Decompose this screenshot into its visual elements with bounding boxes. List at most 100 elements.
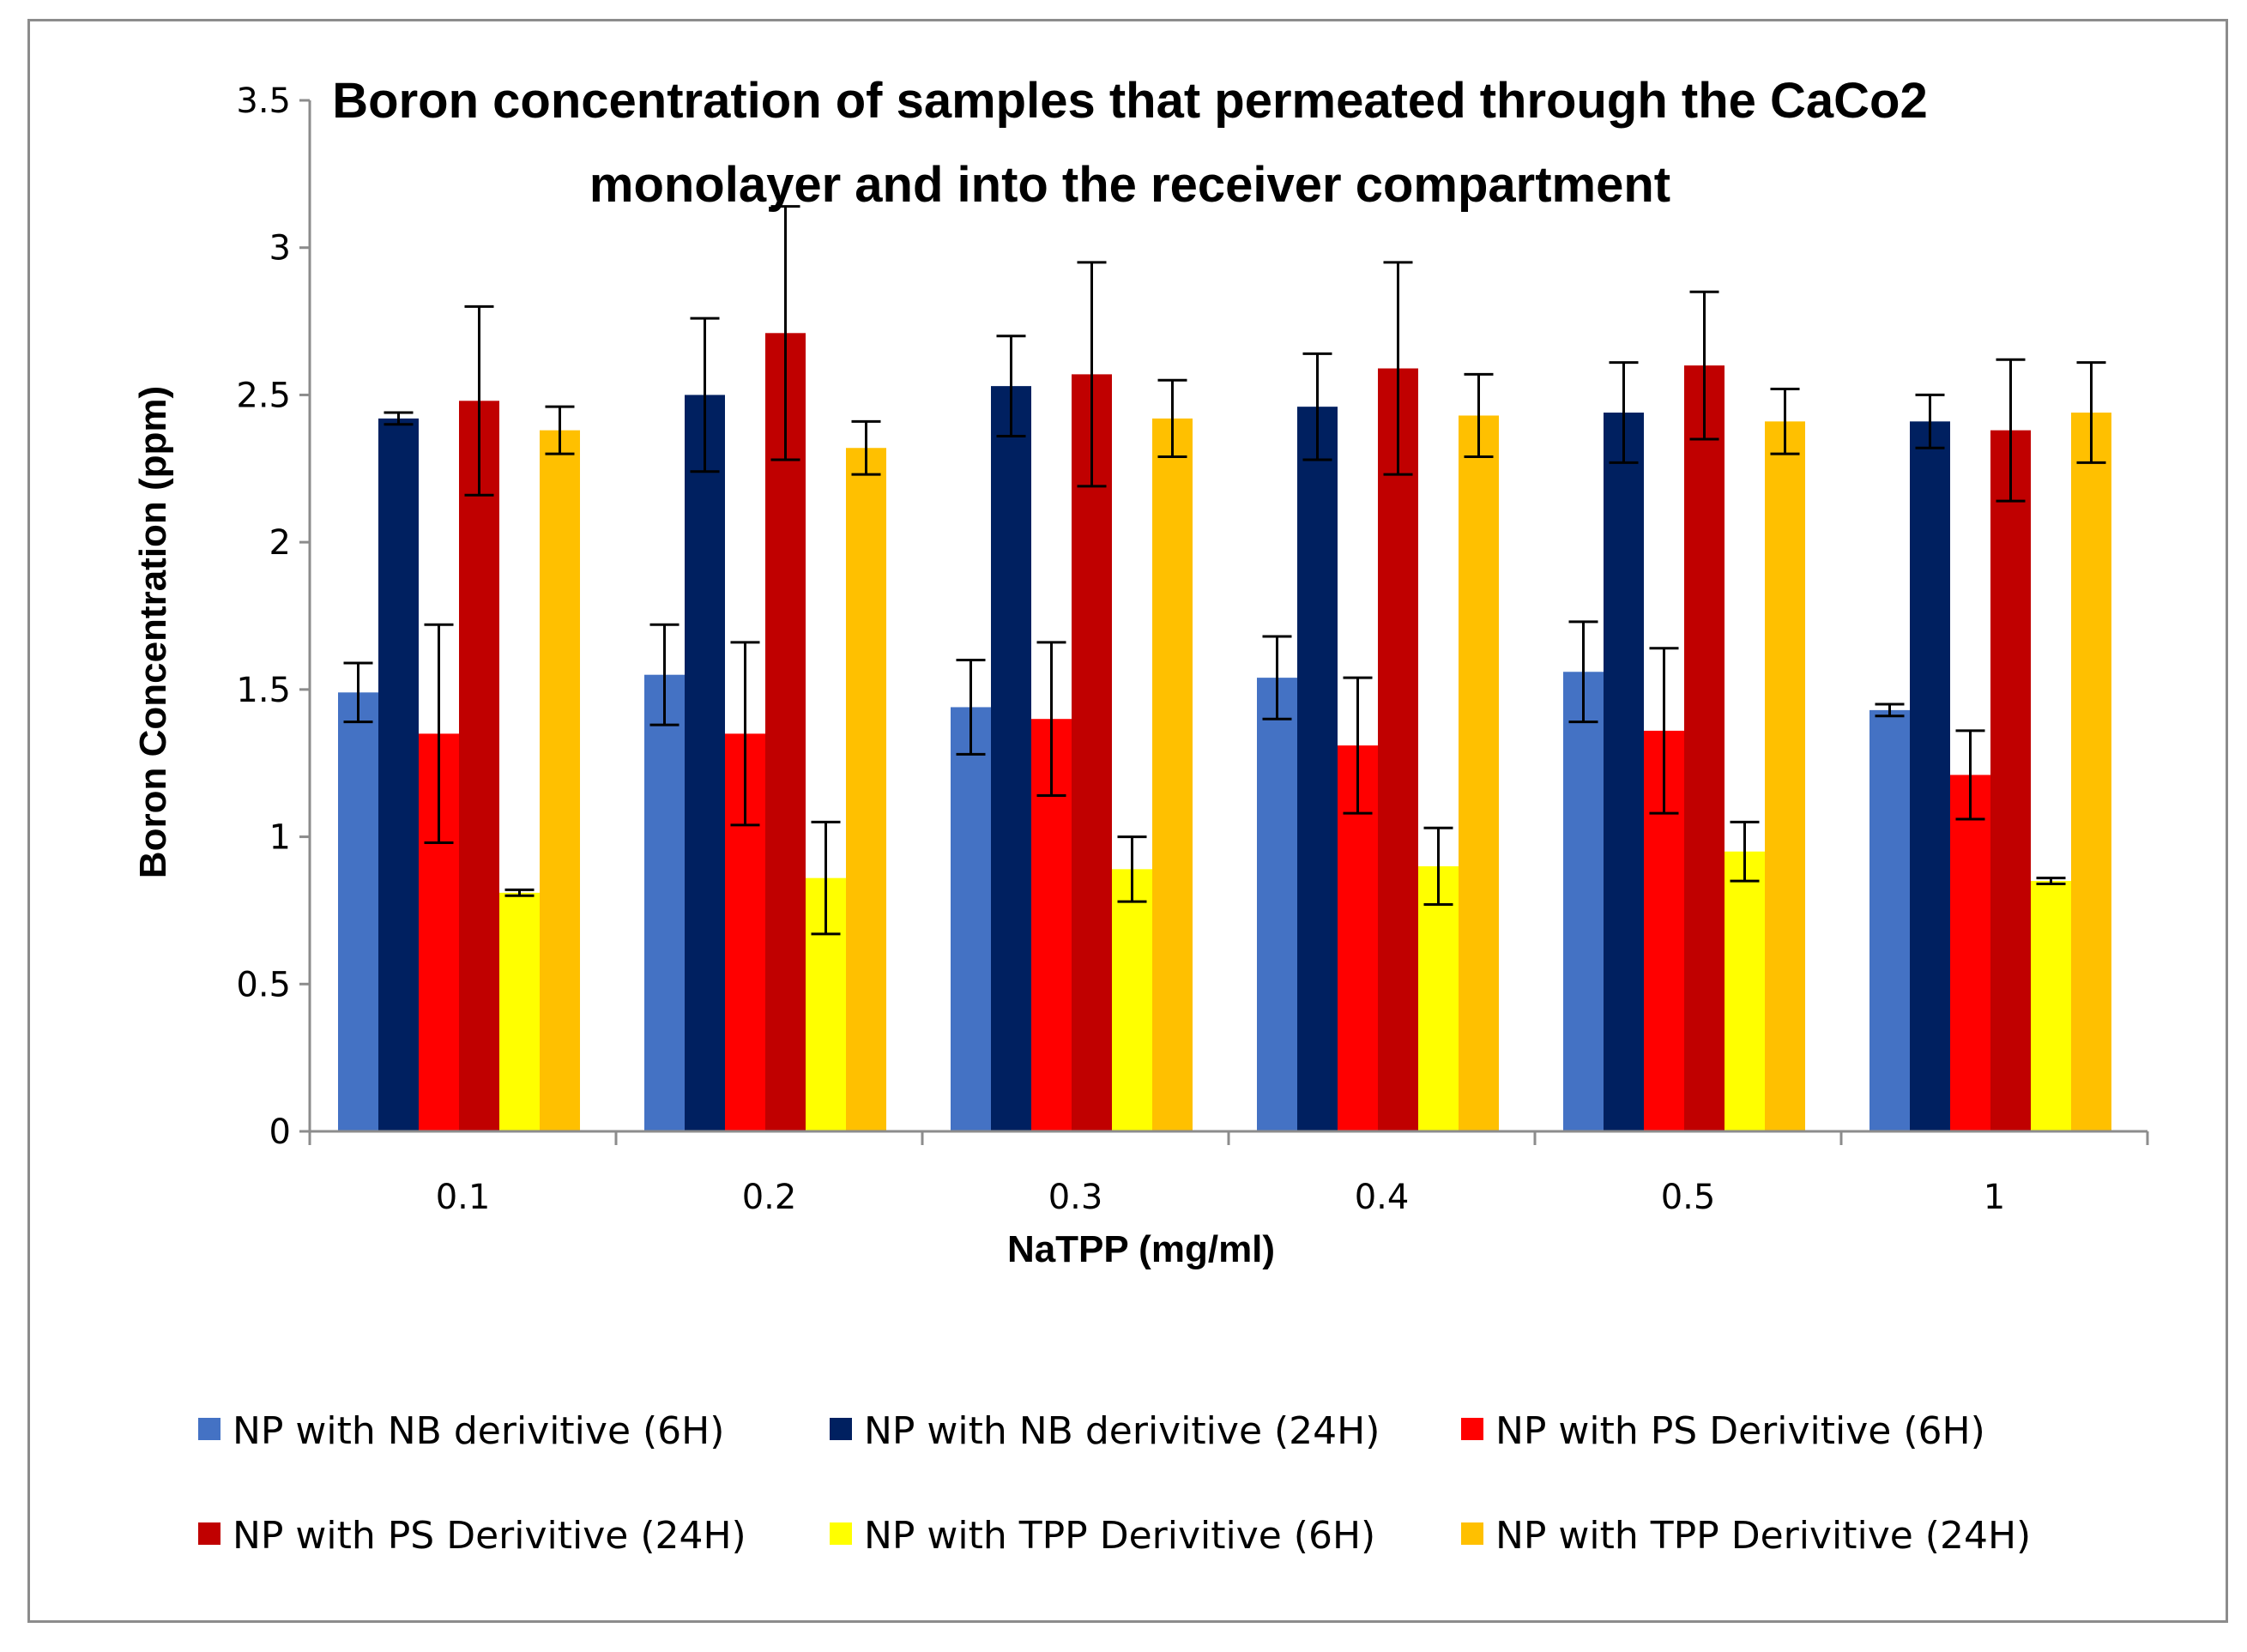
error-bar: [504, 888, 535, 897]
error-bar: [1689, 290, 1719, 441]
legend-swatch: [198, 1418, 220, 1440]
x-tick-label: 0.1: [436, 1178, 491, 1217]
error-bar: [1423, 826, 1453, 907]
bar: [1604, 413, 1644, 1131]
error-bar: [996, 335, 1026, 438]
error-bar: [1609, 361, 1639, 464]
error-bar: [1077, 261, 1107, 488]
error-bar: [690, 317, 720, 473]
y-tick-label: 2: [269, 523, 291, 563]
y-axis-title: Boron Concentration (ppm): [132, 386, 174, 878]
x-tick-label: 0.2: [742, 1178, 797, 1217]
bar: [338, 692, 378, 1131]
bar: [1869, 709, 1910, 1131]
chart-frame: Boron concentration of samples that perm…: [27, 19, 2228, 1623]
error-bar: [545, 405, 575, 455]
x-axis-title: NaTPP (mg/ml): [1007, 1228, 1275, 1270]
error-bar: [1955, 729, 1985, 821]
error-bar: [851, 419, 881, 476]
error-bar: [1157, 378, 1187, 459]
bar: [765, 333, 806, 1131]
x-axis-ticks: 0.1 0.2 0.3 0.4 0.5 1: [308, 1131, 2149, 1217]
legend-swatch: [1461, 1418, 1483, 1440]
bar: [2031, 881, 2071, 1131]
y-tick-label: 1: [269, 818, 291, 858]
bar: [991, 386, 1031, 1131]
bar: [540, 430, 580, 1131]
legend-swatch: [830, 1522, 852, 1545]
y-tick-label: 3: [269, 229, 291, 268]
bar: [378, 418, 419, 1132]
y-tick-label: 0: [269, 1112, 291, 1152]
bar: [1297, 407, 1338, 1131]
error-bar: [1262, 635, 1292, 720]
bar: [846, 448, 886, 1131]
y-tick-label: 0.5: [236, 965, 291, 1004]
error-bar: [464, 304, 494, 497]
legend-label: NP with TPP Derivitive (6H): [864, 1514, 1375, 1558]
legend-item: NP with PS Derivitive (24H): [198, 1514, 746, 1558]
error-bar: [770, 205, 800, 461]
bar: [1765, 421, 1805, 1131]
bar: [499, 892, 540, 1131]
bar: [685, 395, 725, 1131]
bar: [1378, 368, 1418, 1131]
x-tick-label: 0.4: [1355, 1178, 1410, 1217]
legend-label: NP with PS Derivitive (6H): [1495, 1409, 1985, 1453]
error-bar: [384, 411, 414, 426]
bar: [644, 674, 685, 1131]
bar: [1725, 851, 1765, 1131]
bar: [1152, 418, 1193, 1132]
bar: [1684, 365, 1725, 1132]
error-bar: [1464, 372, 1494, 459]
error-bar: [2076, 361, 2106, 464]
legend-label: NP with TPP Derivitive (24H): [1495, 1514, 2031, 1558]
error-bar: [343, 661, 373, 724]
error-bar: [1649, 647, 1679, 815]
bar: [459, 401, 499, 1132]
legend-swatch: [198, 1522, 220, 1545]
error-bar: [1383, 261, 1413, 476]
bar: [2071, 413, 2111, 1131]
error-bars: [343, 205, 2106, 936]
x-tick-label: 0.3: [1048, 1178, 1103, 1217]
x-tick-label: 1: [1984, 1178, 2005, 1217]
chart-title-line-1: Boron concentration of samples that perm…: [332, 73, 1927, 129]
y-tick-label: 3.5: [236, 81, 291, 121]
bar: [1112, 869, 1152, 1131]
y-tick-label: 1.5: [236, 671, 291, 710]
error-bar: [1996, 358, 2026, 503]
error-bar: [730, 641, 760, 827]
x-tick-label: 0.5: [1661, 1178, 1716, 1217]
chart-title-line-2: monolayer and into the receiver compartm…: [589, 157, 1670, 213]
error-bar: [811, 820, 841, 936]
error-bar: [1875, 702, 1905, 718]
bars: [338, 333, 2111, 1132]
bar-chart: Boron concentration of samples that perm…: [132, 73, 2149, 1558]
legend-item: NP with TPP Derivitive (6H): [830, 1514, 1375, 1558]
legend-item: NP with NB derivitive (6H): [198, 1409, 724, 1453]
legend-item: NP with PS Derivitive (6H): [1461, 1409, 1985, 1453]
bar: [1072, 374, 1112, 1132]
error-bar: [2036, 877, 2066, 886]
error-bar: [424, 623, 454, 844]
error-bar: [1915, 393, 1945, 449]
error-bar: [956, 659, 986, 756]
y-tick-label: 2.5: [236, 376, 291, 415]
bar: [951, 707, 991, 1131]
legend-item: NP with TPP Derivitive (24H): [1461, 1514, 2031, 1558]
bar: [1257, 678, 1297, 1131]
error-bar: [1568, 620, 1598, 724]
error-bar: [1343, 676, 1373, 815]
error-bar: [1302, 352, 1332, 461]
error-bar: [1117, 835, 1147, 903]
legend-label: NP with NB derivitive (6H): [233, 1409, 724, 1453]
legend-swatch: [830, 1418, 852, 1440]
legend-item: NP with NB derivitive (24H): [830, 1409, 1380, 1453]
y-axis-ticks: 0 0.5 1 1.5 2 2.5 3 3.5: [236, 81, 310, 1152]
legend: NP with NB derivitive (6H) NP with NB der…: [198, 1409, 2031, 1558]
error-bar: [1730, 820, 1760, 883]
legend-label: NP with NB derivitive (24H): [864, 1409, 1380, 1453]
bar: [1950, 775, 1990, 1131]
error-bar: [649, 623, 680, 727]
